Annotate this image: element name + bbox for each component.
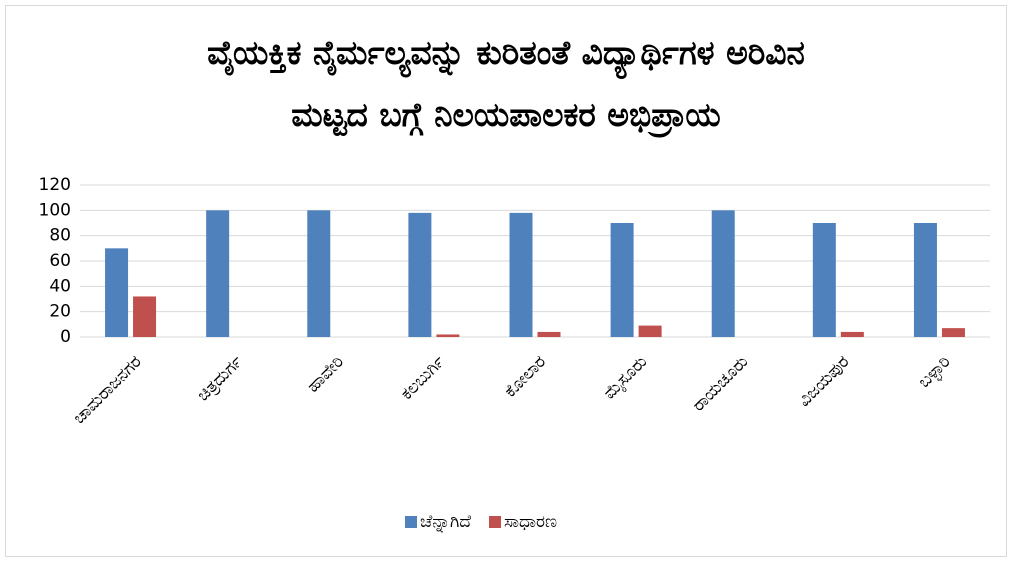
x-tick-label: ಚಿತ್ರದುರ್ಗ — [193, 352, 247, 406]
y-tick-label: 80 — [49, 226, 71, 246]
bar — [913, 223, 937, 337]
legend-label: ಚೆನ್ನಾಗಿದೆ — [420, 512, 471, 533]
legend-swatch — [405, 516, 417, 528]
x-tick-label: ಮೈಸೂರು — [600, 352, 652, 404]
y-tick-label: 100 — [39, 200, 71, 220]
bar — [812, 223, 836, 337]
y-tick-label: 0 — [60, 327, 71, 347]
legend-label: ಸಾಧಾರಣ — [504, 512, 557, 532]
y-tick-label: 120 — [39, 175, 71, 195]
bar — [610, 223, 634, 337]
x-tick-label: ಕಲಬುರ್ಗಿ — [397, 352, 449, 404]
chart-border — [5, 5, 1007, 557]
bar — [206, 210, 230, 337]
bar — [638, 325, 662, 337]
x-tick-label: ಚಾಮರಾಜನಗರ — [69, 352, 145, 428]
x-tick-label: ಬಳ್ಳಾರಿ — [914, 352, 955, 393]
x-tick-label: ವಿಜಯಪುರ — [794, 352, 853, 411]
bar — [133, 296, 157, 337]
bar — [307, 210, 331, 337]
bar — [105, 248, 129, 337]
bar — [509, 212, 533, 337]
bar — [436, 334, 460, 337]
y-tick-label: 60 — [49, 251, 71, 271]
x-tick-label: ರಾಯಚೂರು — [689, 352, 753, 416]
chart-title: ವೈಯಕ್ತಿಕ ನೈರ್ಮಲ್ಯವನ್ನು ಕುರಿತಂತೆ ವಿದ್ಯಾರ್… — [207, 33, 805, 134]
bar — [537, 331, 561, 337]
bar — [408, 212, 432, 337]
bar — [840, 331, 864, 337]
legend-swatch — [489, 516, 501, 528]
x-tick-label: ಹಾವೇರಿ — [303, 352, 348, 397]
y-tick-label: 40 — [49, 276, 71, 296]
y-tick-label: 20 — [49, 302, 71, 322]
bar — [941, 328, 965, 337]
bar — [711, 210, 735, 337]
x-tick-label: ಕೋಲಾರ — [501, 352, 551, 402]
